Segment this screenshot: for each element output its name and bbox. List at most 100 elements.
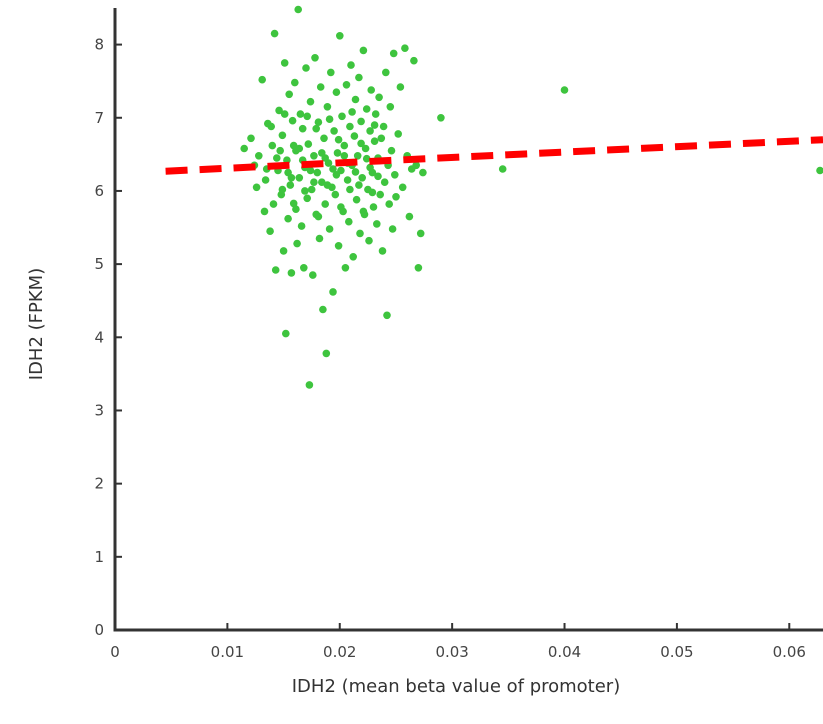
scatter-point [292, 205, 300, 213]
scatter-point [362, 105, 371, 113]
scatter-point [353, 152, 362, 160]
y-tick-label: 2 [94, 475, 104, 493]
scatter-point [314, 118, 323, 126]
scatter-point [405, 212, 414, 221]
scatter-point [288, 116, 297, 125]
scatter-point [323, 103, 332, 111]
y-tick-label: 3 [94, 401, 104, 419]
y-tick-label: 8 [94, 36, 104, 54]
axes [113, 8, 823, 632]
scatter-point [280, 110, 289, 118]
scatter-point [318, 178, 326, 186]
scatter-point [285, 90, 294, 99]
scatter-point [293, 239, 301, 248]
scatter-point [304, 140, 313, 148]
scatter-point [313, 168, 322, 177]
scatter-point [280, 59, 289, 67]
scatter-point [284, 214, 292, 223]
scatter-point [267, 122, 276, 131]
scatter-point [300, 264, 308, 272]
scatter-point [296, 110, 305, 118]
scatter-point [315, 234, 324, 243]
scatter-point [332, 171, 341, 179]
scatter-point [276, 146, 285, 155]
scatter-point [380, 178, 389, 186]
scatter-point [349, 252, 358, 261]
scatter-point [383, 311, 391, 320]
scatter-point [337, 203, 345, 211]
scatter-point [252, 183, 261, 192]
scatter-point [323, 181, 332, 189]
scatter-point [325, 115, 334, 123]
x-tick-label: 0.04 [548, 643, 581, 661]
scatter-point [297, 222, 306, 230]
scatter-point [312, 124, 321, 133]
scatter-point [378, 247, 387, 255]
scatter-point [331, 190, 340, 199]
scatter-point [358, 174, 367, 182]
y-tick-label: 1 [94, 548, 104, 566]
x-tick-label: 0.03 [435, 643, 468, 661]
scatter-point [416, 229, 425, 238]
scatter-point [341, 264, 350, 272]
scatter-point [303, 194, 312, 203]
y-tick-label: 0 [94, 621, 104, 639]
scatter-point [305, 381, 314, 389]
scatter-point [261, 176, 270, 184]
scatter-point [437, 114, 445, 122]
axis-labels: 0 1 2 3 4 5 6 7 8 0 0.01 0.02 0.03 0.04 0.05 0.06 [94, 36, 806, 661]
scatter-point [273, 154, 281, 162]
scatter-point [362, 154, 371, 163]
x-tick-label: 0.05 [660, 643, 693, 661]
scatter-point [396, 83, 405, 91]
scatter-point [366, 127, 374, 135]
scatter-point [302, 64, 310, 72]
scatter-point [373, 220, 381, 228]
scatter-point [350, 132, 359, 140]
scatter-point [348, 108, 356, 116]
scatter-point [352, 195, 361, 204]
scatter-point [498, 165, 507, 173]
x-tick-label: 0.01 [211, 643, 244, 661]
scatter-point [295, 174, 304, 182]
scatter-point [394, 130, 403, 138]
scatter-point [355, 181, 363, 189]
scatter-point [391, 171, 399, 179]
scatter-point [334, 242, 343, 250]
scatter-point [333, 149, 342, 157]
scatter-point [310, 152, 318, 160]
scatter-point [368, 188, 377, 197]
scatter-points [240, 5, 823, 389]
y-axis-title: IDH2 (FPKM) [26, 268, 47, 380]
scatter-point [318, 149, 326, 157]
scatter-point [343, 176, 352, 184]
scatter-point [309, 271, 317, 279]
trend-line-group [165, 136, 823, 175]
scatter-point [303, 112, 312, 121]
x-tick-label: 0.02 [323, 643, 356, 661]
scatter-point [351, 168, 360, 176]
scatter-point [366, 163, 374, 172]
scatter-point [351, 95, 360, 104]
scatter-point [357, 139, 365, 148]
scatter-point [361, 144, 370, 153]
scatter-point [374, 172, 382, 181]
scatter-point [307, 185, 316, 194]
scatter-point [414, 264, 423, 272]
scatter-point [314, 212, 323, 221]
scatter-point [260, 207, 269, 216]
scatter-point [387, 146, 396, 155]
scatter-point [376, 190, 385, 199]
scatter-point [310, 178, 318, 186]
scatter-point [345, 217, 353, 226]
scatter-point [370, 137, 379, 145]
scatter-point [356, 229, 364, 238]
scatter-point [319, 305, 327, 314]
scatter-point [347, 61, 355, 69]
scatter-point [367, 86, 376, 94]
scatter-point [306, 97, 315, 106]
scatter-point [342, 81, 351, 89]
scatter-point [377, 134, 386, 143]
scatter-point [398, 183, 407, 192]
